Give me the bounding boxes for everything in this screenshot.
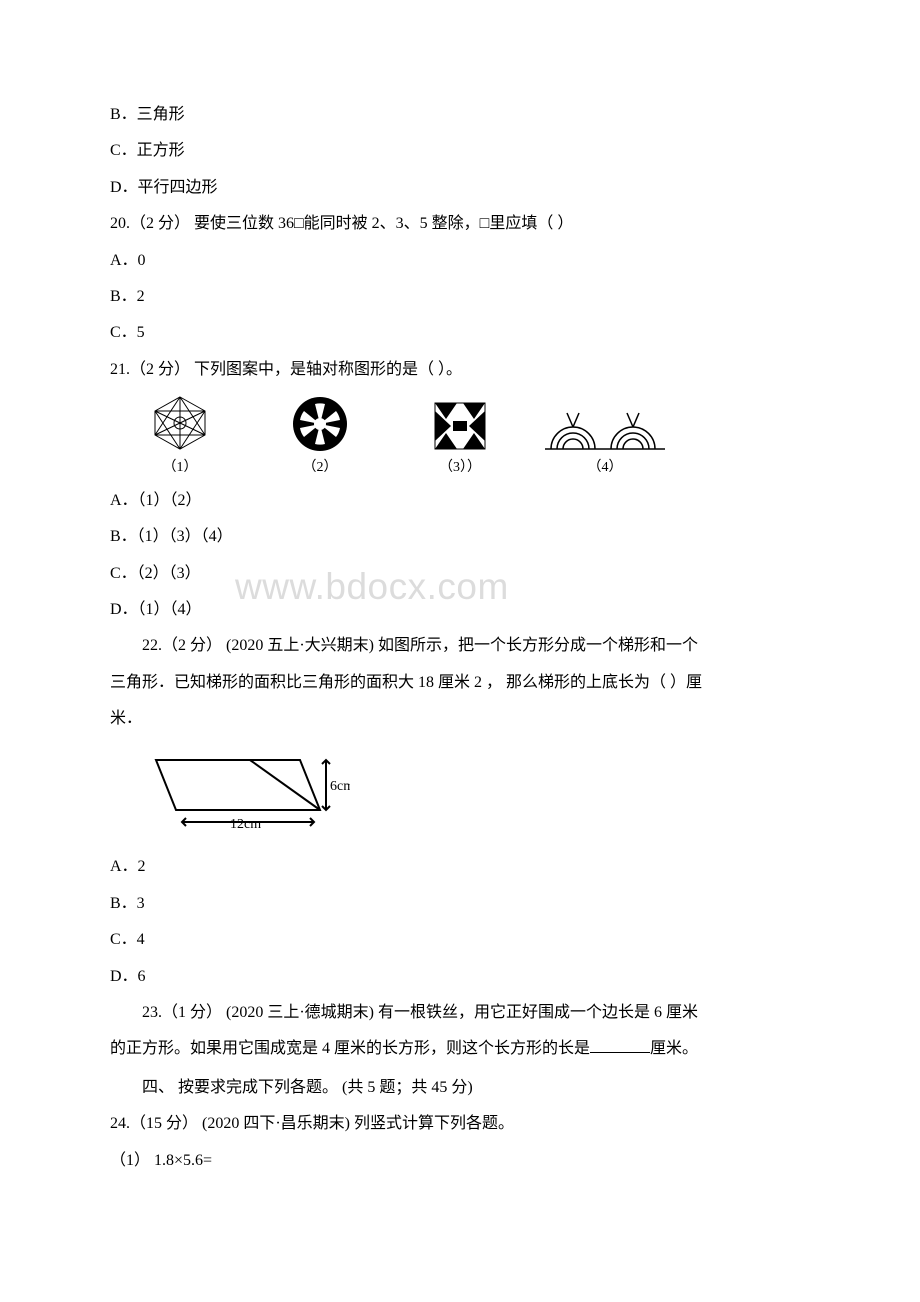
q23-blank [590, 1037, 650, 1053]
q21-label-2: （2） [303, 455, 338, 482]
q19-option-c: C．正方形 [110, 136, 810, 166]
document-body: B．三角形 C．正方形 D．平行四边形 20.（2 分） 要使三位数 36□能同… [110, 100, 810, 1176]
q21-figures-row: （1） （2） [110, 393, 810, 482]
q22-stem-2: 三角形．已知梯形的面积比三角形的面积大 18 厘米 2 ， 那么梯形的上底长为（… [110, 668, 810, 698]
q22-stem-3: 米． [110, 704, 810, 734]
q22-option-c: C．4 [110, 925, 810, 955]
q22-option-a: A．2 [110, 852, 810, 882]
q21-label-3: （3）） [439, 455, 481, 482]
q21-figure-1-icon [145, 393, 215, 453]
q21-figure-3-icon [431, 399, 489, 453]
q22-figure-icon: 6cm 12cm [130, 748, 350, 838]
section-4-heading: 四、 按要求完成下列各题。 (共 5 题；共 45 分) [110, 1073, 810, 1103]
q21-figure-4-icon [545, 409, 665, 453]
q21-option-b: B．（1）（3）（4） [110, 522, 810, 552]
q19-option-b: B．三角形 [110, 100, 810, 130]
q20-option-c: C．5 [110, 318, 810, 348]
q21-option-c: C．（2）（3） [110, 559, 810, 589]
q19-option-d: D．平行四边形 [110, 173, 810, 203]
q21-option-a: A．（1）（2） [110, 486, 810, 516]
q23-stem-2: 的正方形。如果用它围成宽是 4 厘米的长方形，则这个长方形的长是 厘米。 [110, 1034, 810, 1064]
q20-stem: 20.（2 分） 要使三位数 36□能同时被 2、3、5 整除，□里应填（ ） [110, 209, 810, 239]
q22-stem-1: 22.（2 分） (2020 五上·大兴期末) 如图所示，把一个长方形分成一个梯… [110, 631, 810, 661]
q22-fig-w-label: 12cm [230, 817, 261, 832]
q23-stem-2-post: 厘米。 [650, 1040, 698, 1057]
q20-option-b: B．2 [110, 282, 810, 312]
q24-part-1: （1） 1.8×5.6= [110, 1146, 810, 1176]
q23-stem-1: 23.（1 分） (2020 三上·德城期末) 有一根铁丝，用它正好围成一个边长… [110, 998, 810, 1028]
q21-label-4: （4） [588, 455, 623, 482]
q22-fig-h-label: 6cm [330, 779, 350, 794]
q21-figure-2-icon [291, 395, 349, 453]
q20-option-a: A．0 [110, 246, 810, 276]
q24-stem: 24.（15 分） (2020 四下·昌乐期末) 列竖式计算下列各题。 [110, 1109, 810, 1139]
q22-option-b: B．3 [110, 889, 810, 919]
q21-label-1: （1） [163, 455, 198, 482]
q21-option-d: D．（1）（4） [110, 595, 810, 625]
q21-stem: 21.（2 分） 下列图案中，是轴对称图形的是（ ）。 [110, 355, 810, 385]
q22-figure: 6cm 12cm [130, 748, 810, 838]
q23-stem-2-pre: 的正方形。如果用它围成宽是 4 厘米的长方形，则这个长方形的长是 [110, 1040, 590, 1057]
q22-option-d: D．6 [110, 962, 810, 992]
